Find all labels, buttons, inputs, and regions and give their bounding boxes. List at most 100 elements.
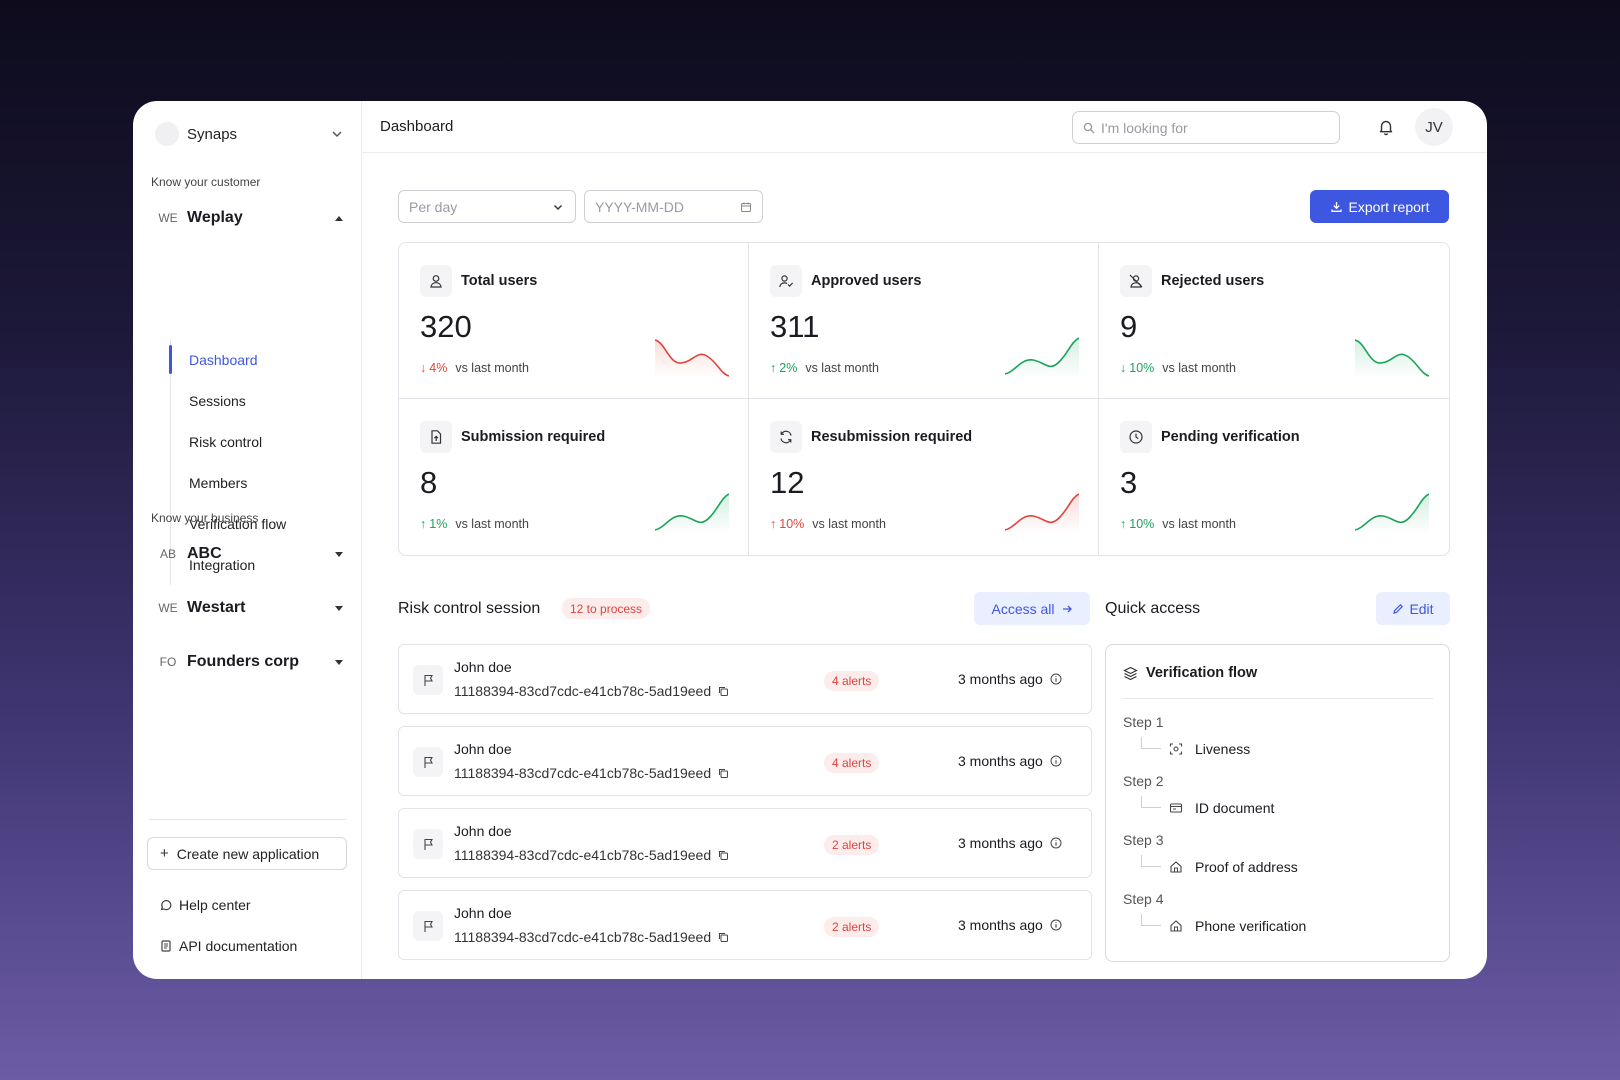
copy-icon[interactable] xyxy=(718,932,729,943)
session-id: 11188394-83cd7cdc-e41cb78c-5ad19eed xyxy=(454,847,729,863)
app-window: Synaps Know your customer WE Weplay Dash… xyxy=(133,101,1487,979)
flag-icon xyxy=(423,920,433,932)
sparkline xyxy=(1005,493,1079,534)
workspace-abbr: WE xyxy=(158,601,178,615)
workspace-westart[interactable]: WE Westart xyxy=(151,592,347,624)
caret-up-icon xyxy=(335,215,343,221)
session-id-text: 11188394-83cd7cdc-e41cb78c-5ad19eed xyxy=(454,765,712,781)
org-switcher[interactable]: Synaps xyxy=(155,119,345,149)
card-divider xyxy=(1123,698,1433,699)
stat-card-approved-users[interactable]: Approved users 311 ↑ 2% vs last month xyxy=(749,243,1099,399)
sidebar-item-integration[interactable]: Integration xyxy=(189,556,256,573)
workspace-founders-corp[interactable]: FO Founders corp xyxy=(151,646,347,678)
workspace-abbr: FO xyxy=(159,655,177,669)
stat-card-total-users[interactable]: Total users 320 ↓ 4% vs last month xyxy=(399,243,749,399)
step-item-liveness[interactable]: Liveness xyxy=(1141,737,1250,757)
stat-trend: ↑ 10% vs last month xyxy=(1120,517,1236,531)
session-time: 3 months ago xyxy=(958,753,1062,769)
stat-card-submission-required[interactable]: Submission required 8 ↑ 1% vs last month xyxy=(399,399,749,555)
sidebar-item-members[interactable]: Members xyxy=(189,474,248,491)
bell-icon[interactable] xyxy=(1377,118,1395,136)
stat-trend: ↓ 10% vs last month xyxy=(1120,361,1236,375)
stat-card-pending-verification[interactable]: Pending verification 3 ↑ 10% vs last mon… xyxy=(1099,399,1449,555)
copy-icon[interactable] xyxy=(718,686,729,697)
session-time-text: 3 months ago xyxy=(958,917,1043,933)
alerts-badge: 2 alerts xyxy=(824,917,880,937)
create-application-button[interactable]: + Create new application xyxy=(147,837,347,870)
sidebar-item-sessions[interactable]: Sessions xyxy=(189,392,246,409)
stat-card-resubmission-required[interactable]: Resubmission required 12 ↑ 10% vs last m… xyxy=(749,399,1099,555)
table-row[interactable]: John doe 11188394-83cd7cdc-e41cb78c-5ad1… xyxy=(398,644,1092,714)
stat-label: Submission required xyxy=(461,429,606,445)
sparkline xyxy=(1355,493,1429,534)
period-select-value: Per day xyxy=(409,198,458,215)
home-icon xyxy=(1170,861,1182,873)
caret-down-icon xyxy=(335,659,343,665)
clock-icon xyxy=(1129,430,1143,444)
stats-grid: Total users 320 ↓ 4% vs last month Appro… xyxy=(398,242,1450,556)
stat-label: Rejected users xyxy=(1161,273,1265,289)
search-box[interactable] xyxy=(1072,111,1340,144)
user-check-icon xyxy=(779,275,794,288)
table-row[interactable]: John doe 11188394-83cd7cdc-e41cb78c-5ad1… xyxy=(398,726,1092,796)
quick-access-title: Quick access xyxy=(1105,600,1201,617)
session-id: 11188394-83cd7cdc-e41cb78c-5ad19eed xyxy=(454,929,729,945)
step-item-phone-verification[interactable]: Phone verification xyxy=(1141,914,1306,934)
caret-down-icon xyxy=(335,551,343,557)
arrow-right-icon xyxy=(1062,605,1072,612)
stat-value: 311 xyxy=(770,309,820,344)
chevron-down-icon xyxy=(554,204,562,210)
stat-trend-pct: 10% xyxy=(779,517,805,531)
api-documentation-link[interactable]: API documentation xyxy=(159,938,297,954)
workspace-weplay[interactable]: WE Weplay xyxy=(151,202,347,234)
stat-label: Total users xyxy=(461,273,538,289)
stat-trend-vs: vs last month xyxy=(1162,361,1236,375)
session-time-text: 3 months ago xyxy=(958,753,1043,769)
info-icon[interactable] xyxy=(1050,837,1062,849)
avatar[interactable]: JV xyxy=(1415,108,1453,146)
tree-branch xyxy=(1141,737,1161,749)
to-process-badge: 12 to process xyxy=(562,598,651,619)
access-all-button[interactable]: Access all xyxy=(974,592,1090,625)
workspace-abc[interactable]: AB ABC xyxy=(151,538,347,570)
workspace-name: Weplay xyxy=(187,209,243,226)
help-center-link[interactable]: Help center xyxy=(159,897,251,913)
search-input[interactable] xyxy=(1101,119,1321,136)
table-row[interactable]: John doe 11188394-83cd7cdc-e41cb78c-5ad1… xyxy=(398,890,1092,960)
info-icon[interactable] xyxy=(1050,919,1062,931)
home-icon xyxy=(1170,920,1182,932)
sidebar-item-verification-flow[interactable]: Verification flow xyxy=(189,515,287,532)
session-name: John doe xyxy=(454,659,512,675)
table-row[interactable]: John doe 11188394-83cd7cdc-e41cb78c-5ad1… xyxy=(398,808,1092,878)
face-scan-icon xyxy=(1169,743,1183,755)
stat-label: Pending verification xyxy=(1161,429,1300,445)
session-id-text: 11188394-83cd7cdc-e41cb78c-5ad19eed xyxy=(454,683,712,699)
stat-trend-vs: vs last month xyxy=(805,361,879,375)
sidebar-item-risk-control[interactable]: Risk control xyxy=(189,433,263,450)
file-upload-icon xyxy=(431,430,442,444)
edit-label: Edit xyxy=(1409,600,1434,617)
step-item-label: Proof of address xyxy=(1195,859,1298,875)
info-icon[interactable] xyxy=(1050,673,1062,685)
copy-icon[interactable] xyxy=(718,850,729,861)
step-item-id-document[interactable]: ID document xyxy=(1141,796,1274,816)
stat-trend-pct: 4% xyxy=(429,361,448,375)
org-logo xyxy=(155,122,179,146)
stat-trend-vs: vs last month xyxy=(1162,517,1236,531)
stat-trend-pct: 10% xyxy=(1129,517,1155,531)
date-input[interactable]: YYYY-MM-DD xyxy=(584,190,763,223)
stat-icon-box xyxy=(770,421,802,453)
stat-card-rejected-users[interactable]: Rejected users 9 ↓ 10% vs last month xyxy=(1099,243,1449,399)
edit-button[interactable]: Edit xyxy=(1376,592,1450,625)
export-report-button[interactable]: Export report xyxy=(1310,190,1449,223)
risk-section-title: Risk control session xyxy=(398,600,541,617)
pencil-icon xyxy=(1393,603,1404,614)
workspace-name: Founders corp xyxy=(187,653,300,670)
session-time-text: 3 months ago xyxy=(958,671,1043,687)
step-item-proof-of-address[interactable]: Proof of address xyxy=(1141,855,1298,875)
period-select[interactable]: Per day xyxy=(398,190,576,223)
verification-flow-card[interactable]: Verification flow Step 1 Liveness Step 2… xyxy=(1105,644,1450,962)
copy-icon[interactable] xyxy=(718,768,729,779)
sidebar-item-dashboard[interactable]: Dashboard xyxy=(169,339,340,380)
info-icon[interactable] xyxy=(1050,755,1062,767)
